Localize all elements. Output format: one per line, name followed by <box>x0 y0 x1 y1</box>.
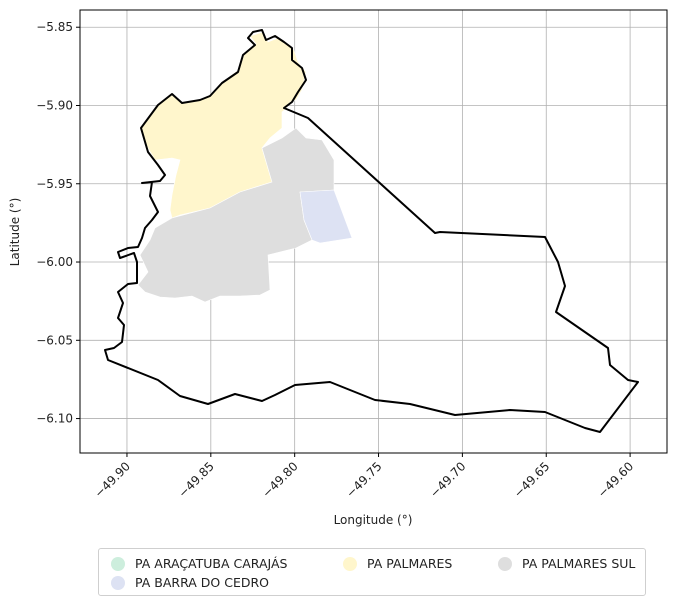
y-tick-label: −5.85 <box>36 20 73 34</box>
x-tick-label: −49.85 <box>176 459 217 500</box>
x-tick-label: −49.70 <box>427 459 468 500</box>
y-tick-label: −6.10 <box>36 412 73 426</box>
x-tick-label: −49.60 <box>595 459 636 500</box>
x-tick-label: −49.65 <box>511 459 552 500</box>
legend-swatch-palmares <box>343 557 357 571</box>
municipality-boundary <box>104 29 639 433</box>
region-barra-do-cedro <box>299 189 353 244</box>
legend: PA ARAÇATUBA CARAJÁS PA BARRA DO CEDRO P… <box>98 548 646 596</box>
y-tick-label: −5.95 <box>36 177 73 191</box>
legend-label-barra-do-cedro: PA BARRA DO CEDRO <box>135 575 269 590</box>
legend-label-palmares: PA PALMARES <box>367 556 453 571</box>
legend-label-palmares-sul: PA PALMARES SUL <box>522 556 636 571</box>
legend-label-aracatuba: PA ARAÇATUBA CARAJÁS <box>135 556 288 571</box>
legend-swatch-aracatuba <box>111 557 125 571</box>
plot-frame <box>79 9 668 454</box>
region-palmares-sul <box>137 127 335 303</box>
y-axis-ticks: −5.85 −5.90 −5.95 −6.00 −6.05 −6.10 <box>36 20 80 426</box>
x-tick-label: −49.80 <box>259 459 300 500</box>
y-tick-label: −6.05 <box>36 333 73 347</box>
x-axis-ticks: −49.90 −49.85 −49.80 −49.75 −49.70 −49.65 −49.… <box>92 453 636 501</box>
y-tick-label: −6.00 <box>36 255 73 269</box>
y-axis-label: Latitude (°) <box>8 198 22 267</box>
municipality-outline <box>104 29 639 433</box>
legend-swatch-barra-do-cedro <box>111 576 125 590</box>
x-axis-label: Longitude (°) <box>334 513 413 527</box>
settlement-regions <box>137 31 353 303</box>
y-tick-label: −5.90 <box>36 98 73 112</box>
x-tick-label: −49.75 <box>343 459 384 500</box>
x-tick-label: −49.90 <box>92 459 133 500</box>
legend-swatch-palmares-sul <box>498 557 512 571</box>
